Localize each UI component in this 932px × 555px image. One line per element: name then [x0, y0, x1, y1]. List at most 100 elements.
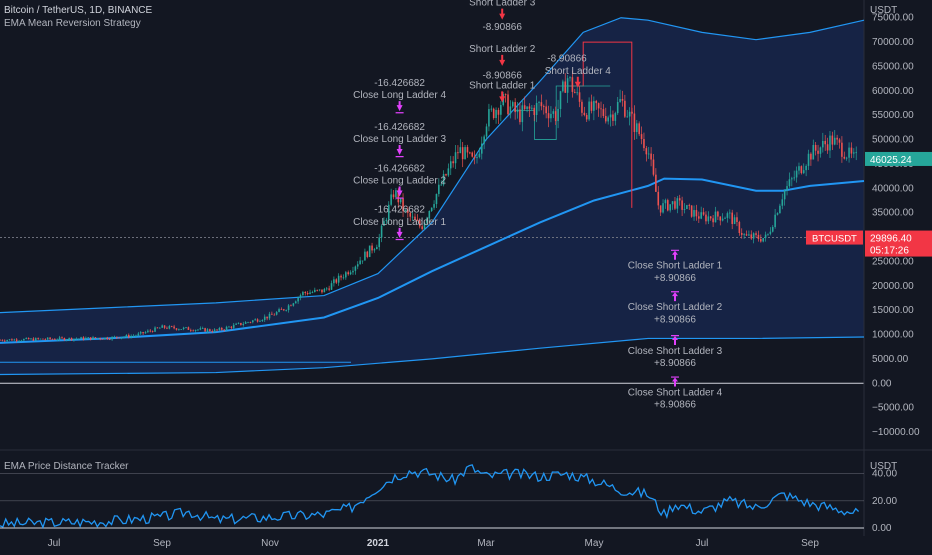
candle-body	[724, 217, 726, 219]
candle	[695, 204, 698, 221]
candle-body	[34, 338, 37, 341]
candle	[218, 326, 221, 331]
candle	[721, 213, 724, 222]
candle-body	[822, 140, 824, 148]
candle	[509, 100, 512, 119]
candle-body	[380, 225, 383, 238]
candle	[762, 238, 764, 243]
candle	[113, 335, 116, 338]
candle	[492, 107, 495, 120]
candle	[593, 96, 595, 121]
candle	[11, 338, 13, 341]
main-price-pane[interactable]: Short Ladder 3 Short Ladder 2 -8.90866 -8.9…	[0, 0, 932, 536]
candle	[378, 233, 381, 251]
candle-body	[147, 330, 149, 333]
tracker-line	[0, 464, 860, 530]
candle-body	[643, 138, 645, 149]
candle-body	[232, 324, 235, 328]
candle	[89, 337, 92, 341]
candle	[473, 150, 476, 165]
candle	[600, 101, 602, 118]
candle-body	[218, 327, 221, 331]
candle	[488, 103, 490, 132]
candle-body	[686, 205, 688, 209]
price-axis[interactable]: 75000.00 70000.00 65000.00 60000.00 55000.00…	[865, 13, 932, 534]
candle	[526, 106, 528, 113]
candle-body	[554, 111, 557, 122]
candle	[92, 335, 94, 340]
candle	[96, 338, 99, 339]
candle	[0, 339, 1, 341]
candle-body	[299, 295, 302, 298]
candle	[829, 130, 831, 158]
signal-label: -8.90866	[547, 54, 587, 65]
close-long-arrow-icon	[395, 101, 404, 114]
candle-body	[190, 329, 192, 331]
candle	[771, 225, 774, 233]
candle	[161, 324, 163, 328]
candle	[266, 316, 268, 321]
candle-body	[545, 106, 547, 114]
candle-body	[740, 232, 743, 235]
candle-body	[593, 101, 595, 111]
candle	[516, 102, 519, 119]
candle-body	[61, 337, 63, 339]
candle-body	[414, 216, 416, 220]
candle	[559, 90, 562, 118]
signal-label: Close Short Ladder 1	[628, 261, 723, 272]
candle	[27, 337, 30, 340]
candle	[793, 170, 796, 181]
candle-body	[94, 337, 97, 339]
candle	[223, 328, 225, 332]
candle-body	[826, 144, 829, 151]
candle	[750, 230, 753, 240]
current-price-tag	[865, 151, 932, 166]
candle	[726, 211, 729, 223]
candle-body	[178, 329, 180, 331]
candle-body	[829, 135, 831, 151]
candle	[371, 242, 373, 254]
time-axis[interactable]: Jul Sep Nov 2021 Mar May Jul Sep	[48, 538, 820, 549]
candle	[836, 134, 838, 145]
candle-body	[717, 211, 719, 217]
candle	[843, 151, 846, 160]
time-tick-label: Sep	[153, 538, 171, 549]
indicator-pane[interactable]	[0, 464, 864, 530]
close-short-arrow-icon	[671, 335, 679, 346]
candle	[49, 336, 51, 341]
candle-body	[290, 305, 292, 307]
candle	[693, 205, 695, 221]
candle-body	[132, 335, 135, 337]
candle-body	[292, 303, 295, 306]
candle	[144, 330, 147, 334]
candle-body	[755, 233, 757, 235]
signal-label: Close Short Ladder 3	[628, 346, 723, 357]
candle-body	[213, 329, 216, 332]
candle	[116, 336, 118, 340]
candle-body	[330, 283, 333, 290]
candle	[845, 156, 848, 161]
candle	[738, 220, 741, 236]
candle	[347, 270, 350, 276]
candle	[478, 147, 481, 159]
candle	[528, 103, 531, 117]
candle-body	[54, 339, 56, 340]
candle-body	[8, 339, 11, 341]
candle	[800, 165, 803, 175]
candle-body	[20, 340, 23, 342]
candle-body	[774, 214, 776, 228]
candle	[788, 172, 791, 188]
indicator-tick-label: 20.00	[872, 496, 897, 507]
candle	[497, 107, 500, 124]
signal-label: -16.426682	[374, 78, 425, 89]
candle	[373, 247, 376, 253]
candle	[56, 338, 59, 342]
candle	[507, 90, 509, 116]
close-long-arrow-icon	[395, 186, 404, 199]
candle-body	[438, 184, 440, 194]
signal-label: -16.426682	[374, 122, 425, 133]
candle-body	[70, 337, 73, 341]
candle	[669, 204, 671, 213]
